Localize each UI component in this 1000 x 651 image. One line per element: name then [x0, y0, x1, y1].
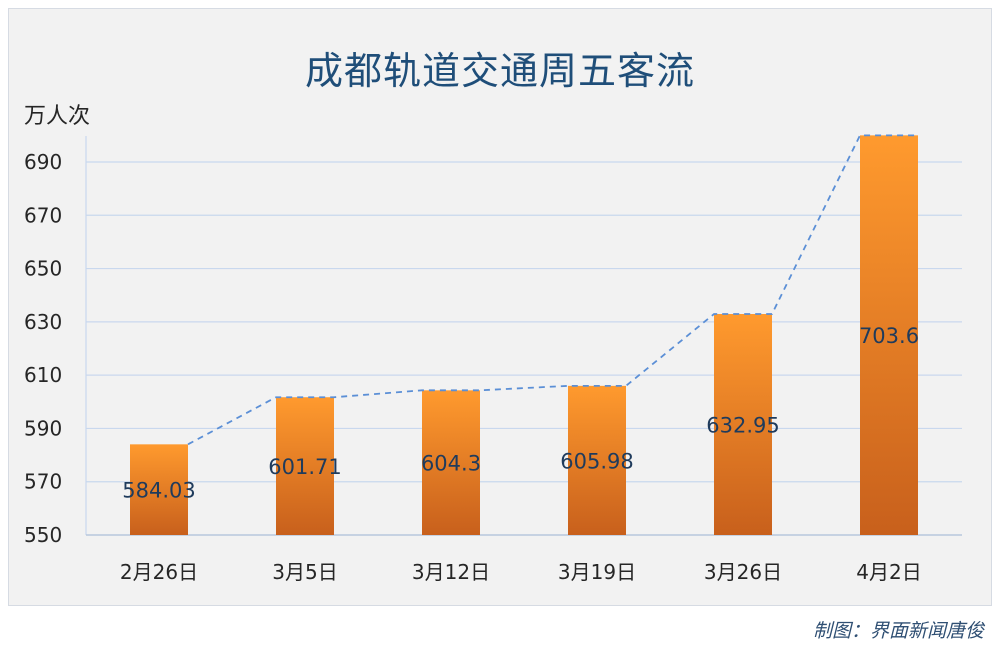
- chart-title: 成都轨道交通周五客流: [304, 49, 695, 93]
- trend-line: [187, 134, 918, 446]
- y-tick-label: 590: [24, 416, 62, 440]
- y-axis-unit-label: 万人次: [24, 104, 91, 129]
- credit-text: 制图：界面新闻唐俊: [812, 620, 984, 642]
- data-label: 601.71: [268, 455, 341, 479]
- data-label: 703.6: [859, 324, 919, 348]
- x-tick-label: 3月12日: [412, 560, 490, 584]
- y-tick-label: 690: [24, 150, 62, 174]
- x-tick-label: 2月26日: [120, 560, 198, 584]
- data-label: 605.98: [560, 449, 633, 473]
- data-label: 632.95: [706, 413, 779, 437]
- x-tick-label: 3月26日: [704, 560, 782, 584]
- data-label: 584.03: [122, 479, 195, 503]
- bar: [276, 397, 334, 535]
- trend-line-group: [187, 134, 918, 446]
- bar: [422, 390, 480, 535]
- bar: [714, 313, 772, 535]
- bar: [568, 385, 626, 535]
- x-tick-label: 4月2日: [856, 560, 921, 584]
- bars: [130, 135, 918, 535]
- bar: [130, 444, 188, 535]
- x-axis-ticks: 2月26日 3月5日 3月12日 3月19日 3月26日 4月2日: [120, 560, 922, 584]
- y-tick-label: 670: [24, 203, 62, 227]
- bar: [860, 135, 918, 535]
- y-tick-label: 550: [24, 523, 62, 547]
- x-tick-label: 3月5日: [272, 560, 337, 584]
- data-labels: 584.03 601.71 604.3 605.98 632.95 703.6: [122, 324, 919, 502]
- y-tick-label: 650: [24, 257, 62, 281]
- data-label: 604.3: [421, 452, 481, 476]
- grid-lines: [86, 161, 962, 483]
- x-tick-label: 3月19日: [558, 560, 636, 584]
- y-tick-label: 570: [24, 470, 62, 494]
- y-tick-label: 610: [24, 363, 62, 387]
- y-tick-label: 630: [24, 310, 62, 334]
- y-axis: 550 570 590 610 630 650 670 690: [24, 136, 962, 547]
